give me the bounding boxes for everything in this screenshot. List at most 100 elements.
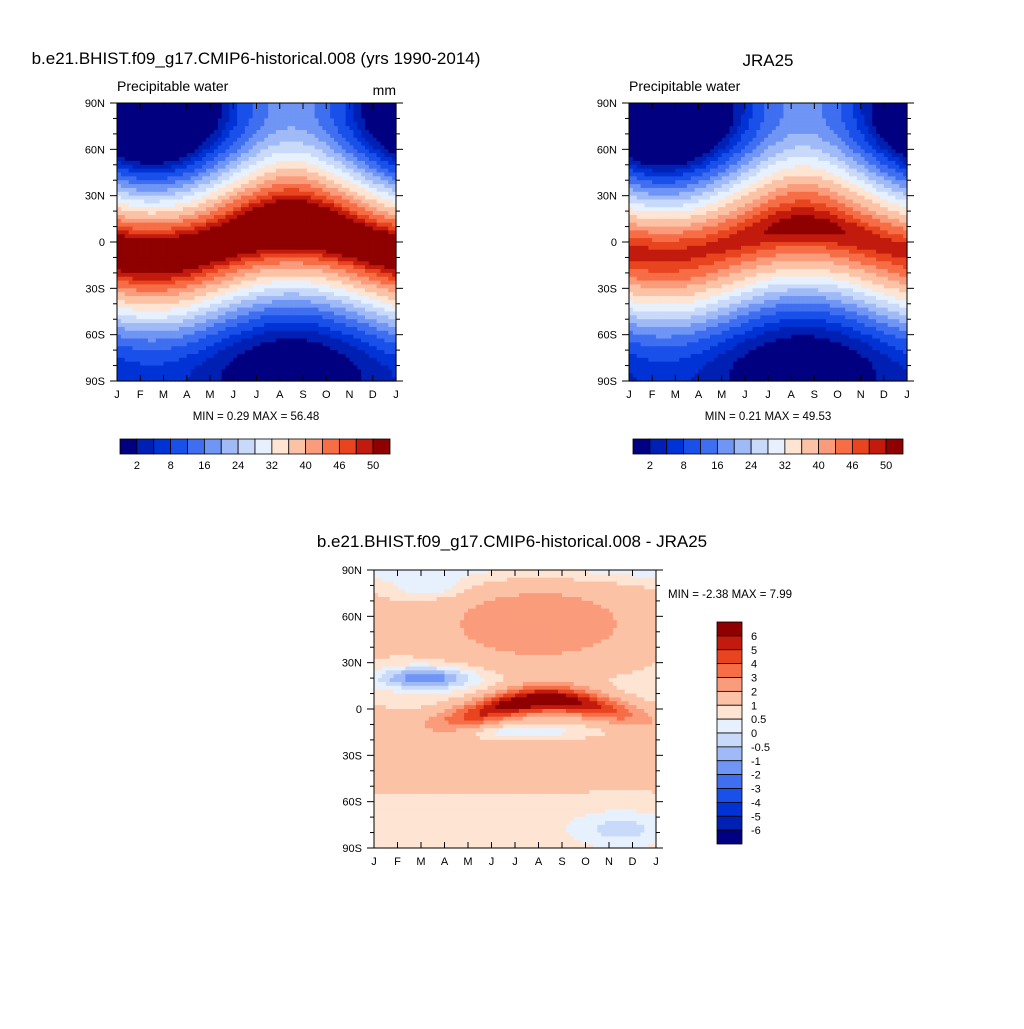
contour-cell — [225, 195, 230, 201]
contour-cell — [341, 350, 347, 355]
contour-cell — [388, 168, 393, 174]
contour-cell — [264, 214, 269, 220]
contour-cell — [155, 334, 161, 340]
contour-cell — [322, 153, 327, 158]
contour-cell — [171, 284, 176, 289]
contour-cell — [275, 145, 281, 150]
contour-cell — [233, 292, 238, 297]
contour-cell — [171, 311, 176, 316]
contour-cell — [279, 311, 285, 316]
contour-cell — [241, 191, 246, 197]
contour-cell — [372, 299, 378, 305]
contour-cell — [341, 126, 347, 131]
contour-cell — [337, 203, 343, 208]
contour-cell — [132, 211, 137, 216]
contour-cell — [260, 187, 265, 193]
contour-cell — [368, 265, 374, 270]
contour-cell — [384, 272, 389, 278]
contour-cell — [357, 203, 362, 208]
contour-cell — [182, 346, 188, 351]
contour-cell — [120, 130, 126, 135]
contour-cell — [155, 299, 161, 305]
contour-cell — [260, 114, 265, 120]
contour-cell — [117, 350, 122, 355]
contour-cell — [213, 114, 219, 120]
contour-cell — [256, 357, 261, 363]
contour-cell — [353, 157, 358, 162]
contour-cell — [151, 253, 157, 259]
contour-cell — [334, 353, 339, 359]
contour-cell — [175, 187, 180, 193]
contour-cell — [376, 145, 382, 150]
contour-cell — [217, 207, 223, 212]
contour-cell — [322, 253, 327, 259]
contour-cell — [237, 180, 242, 185]
contour-cell — [167, 157, 172, 162]
contour-cell — [202, 106, 207, 112]
contour-cell — [322, 257, 327, 262]
contour-cell — [229, 261, 234, 266]
contour-cell — [341, 164, 347, 170]
contour-cell — [330, 199, 335, 204]
contour-cell — [190, 272, 196, 278]
contour-cell — [186, 126, 192, 131]
contour-cell — [384, 342, 389, 347]
contour-cell — [237, 338, 242, 343]
contour-cell — [384, 249, 389, 255]
contour-cell — [264, 172, 269, 177]
contour-cell — [361, 253, 366, 259]
contour-cell — [345, 114, 351, 120]
contour-cell — [136, 288, 141, 293]
contour-cell — [120, 292, 126, 297]
contour-cell — [159, 141, 165, 147]
contour-cell — [252, 303, 258, 309]
contour-cell — [128, 365, 134, 371]
contour-cell — [299, 330, 304, 336]
contour-cell — [202, 130, 207, 135]
contour-cell — [384, 126, 389, 131]
contour-cell — [144, 342, 149, 347]
contour-cell — [217, 307, 223, 313]
contour-cell — [380, 130, 385, 135]
contour-cell — [175, 346, 180, 351]
contour-cell — [233, 130, 238, 135]
contour-cell — [198, 180, 203, 185]
contour-cell — [128, 342, 134, 347]
contour-cell — [159, 249, 165, 255]
contour-cell — [380, 164, 385, 170]
contour-cell — [213, 326, 219, 332]
contour-cell — [295, 130, 300, 135]
contour-cell — [314, 299, 320, 305]
contour-cell — [279, 114, 285, 120]
contour-cell — [194, 342, 199, 347]
contour-cell — [233, 234, 238, 239]
contour-cell — [244, 110, 250, 116]
contour-cell — [291, 338, 296, 343]
contour-cell — [132, 172, 137, 177]
contour-cell — [330, 191, 335, 197]
contour-cell — [186, 164, 192, 170]
contour-cell — [353, 176, 358, 181]
contour-cell — [229, 238, 234, 243]
contour-cell — [155, 276, 161, 282]
contour-cell — [264, 207, 269, 212]
contour-cell — [380, 207, 385, 212]
contour-cell — [279, 157, 285, 162]
contour-cell — [194, 323, 199, 328]
contour-cell — [190, 118, 196, 123]
contour-cell — [310, 249, 316, 255]
contour-cell — [341, 187, 347, 193]
contour-cell — [120, 265, 126, 270]
contour-cell — [260, 261, 265, 266]
contour-cell — [190, 168, 196, 174]
contour-cell — [330, 253, 335, 259]
contour-cell — [241, 242, 246, 247]
contour-cell — [206, 106, 211, 112]
contour-cell — [163, 226, 168, 232]
contour-cell — [283, 103, 289, 108]
contour-cell — [291, 365, 296, 371]
contour-cell — [357, 346, 362, 351]
contour-cell — [322, 137, 327, 143]
contour-cell — [206, 319, 211, 324]
contour-cell — [376, 211, 382, 216]
